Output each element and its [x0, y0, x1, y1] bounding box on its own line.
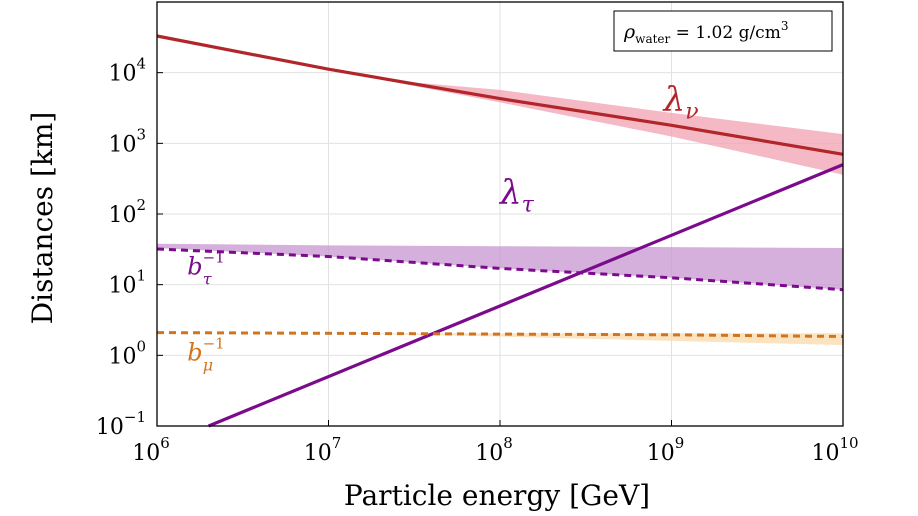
label-b_mu_inv: b−1 μ [187, 334, 225, 374]
annotation-sup: 3 [781, 19, 789, 33]
x-axis-ticks: 106 107 108 109 1010 [132, 420, 859, 466]
label-sub: ν [685, 100, 698, 125]
y-tick-exp: 3 [136, 125, 146, 143]
y-tick-base: 10 [108, 344, 136, 369]
y-tick-exp: 0 [136, 337, 146, 355]
series [156, 34, 844, 428]
x-tick-label: 1010 [811, 434, 858, 466]
label-sup: −1 [203, 334, 225, 352]
x-tick-label: 106 [132, 434, 170, 466]
y-tick-label: 10−1 [96, 408, 146, 440]
y-tick-label: 100 [108, 337, 146, 369]
annotation-text: ρwater = 1.02 g/cm3 [623, 19, 788, 46]
series-b_tau_inv [156, 247, 844, 292]
x-axis-title: Particle energy [GeV] [344, 479, 650, 512]
series-lambda_nu [156, 34, 844, 156]
y-tick-label: 103 [108, 125, 146, 157]
y-tick-base: 10 [108, 132, 136, 157]
x-tick-exp: 6 [160, 434, 170, 452]
annotation-box [613, 10, 833, 52]
x-tick-base: 10 [475, 441, 503, 466]
x-tick-label: 108 [475, 434, 513, 466]
x-tick-exp: 7 [332, 434, 342, 452]
y-tick-label: 102 [108, 196, 146, 228]
x-tick-base: 10 [304, 441, 332, 466]
density-annotation: ρwater = 1.02 g/cm3 [613, 10, 833, 52]
y-tick-label: 101 [108, 267, 146, 299]
label-main: λ [498, 173, 522, 213]
series-lambda_tau [207, 163, 844, 428]
x-tick-exp: 8 [503, 434, 513, 452]
series-b_mu_inv [156, 331, 844, 338]
label-sup: −1 [203, 248, 225, 266]
annotation-sub: water [635, 32, 670, 46]
y-tick-exp: 1 [136, 267, 146, 285]
label-b_tau_inv: b−1 τ [187, 248, 225, 288]
y-tick-exp: −1 [124, 408, 146, 426]
y-tick-exp: 4 [136, 55, 146, 73]
x-tick-base: 10 [132, 441, 160, 466]
y-tick-base: 10 [96, 415, 124, 440]
annotation-value: = 1.02 g/cm [670, 23, 781, 43]
x-tick-label: 109 [647, 434, 685, 466]
annotation-rho: ρ [623, 21, 636, 43]
label-main: b [187, 252, 202, 280]
label-main: λ [662, 80, 686, 120]
label-lambda_nu: λν [662, 80, 699, 125]
x-tick-label: 107 [304, 434, 342, 466]
x-tick-exp: 9 [675, 434, 685, 452]
label-sub: τ [522, 193, 535, 218]
y-axis-title: Distances [km] [26, 112, 59, 325]
label-lambda_tau: λτ [498, 173, 535, 218]
band-lambda_nu_band [380, 79, 843, 175]
x-tick-exp: 10 [839, 434, 858, 452]
y-tick-exp: 2 [136, 196, 146, 214]
y-tick-base: 10 [108, 62, 136, 87]
grid [156, 2, 844, 427]
label-main: b [187, 338, 202, 366]
x-tick-base: 10 [811, 441, 839, 466]
label-sub: τ [203, 269, 213, 288]
x-tick-base: 10 [647, 441, 675, 466]
y-tick-label: 104 [108, 55, 146, 87]
label-sub: μ [203, 355, 213, 374]
y-tick-base: 10 [108, 203, 136, 228]
y-tick-base: 10 [108, 274, 136, 299]
